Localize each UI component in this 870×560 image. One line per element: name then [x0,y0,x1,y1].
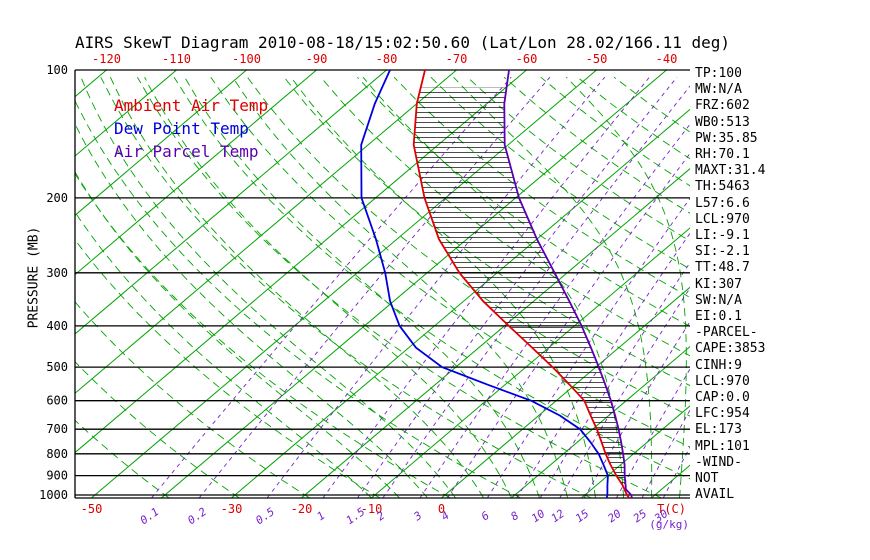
svg-text:800: 800 [46,447,68,461]
stat-line: MAXT:31.4 [695,163,766,179]
svg-text:400: 400 [46,319,68,333]
stat-line: RH:70.1 [695,147,750,163]
svg-text:-70: -70 [446,52,468,66]
svg-text:4: 4 [439,509,452,523]
svg-text:-50: -50 [81,502,103,516]
parcel-temp-curve [503,70,633,498]
pressure-axis-label: PRESSURE (MB) [26,226,42,329]
stat-line: TT:48.7 [695,260,750,276]
stat-line: -WIND- [695,454,742,470]
svg-text:0.1: 0.1 [138,505,162,527]
svg-text:25: 25 [631,507,649,525]
svg-text:300: 300 [46,266,68,280]
svg-text:-10: -10 [361,502,383,516]
svg-text:-120: -120 [92,52,121,66]
svg-text:500: 500 [46,360,68,374]
svg-text:-90: -90 [306,52,328,66]
svg-text:-40: -40 [656,52,678,66]
stat-line: LI:-9.1 [695,228,750,244]
stat-line: TH:5463 [695,179,750,195]
stat-line: PW:35.85 [695,130,758,146]
stat-line: FRZ:602 [695,98,750,114]
svg-text:900: 900 [46,469,68,483]
chart-legend: Ambient Air Temp Dew Point Temp Air Parc… [114,94,268,163]
dew-point-curve [360,70,609,498]
svg-text:15: 15 [573,507,591,525]
svg-text:12: 12 [549,507,568,525]
svg-text:T(C): T(C) [657,502,686,516]
stat-line: WB0:513 [695,114,750,130]
svg-text:-110: -110 [162,52,191,66]
svg-text:10: 10 [529,507,548,525]
svg-text:200: 200 [46,191,68,205]
stat-line: CAPE:3853 [695,341,766,357]
svg-text:-50: -50 [586,52,608,66]
stats-panel: TP:100 MW:N/A FRZ:602 WB0:513 PW:35.85 RH:70.… [695,66,765,503]
stat-line: TP:100 [695,66,742,81]
stat-line: CINH:9 [695,357,742,373]
svg-text:(g/kg): (g/kg) [649,518,689,531]
svg-text:0.2: 0.2 [185,505,209,527]
stat-line: -PARCEL- [695,325,758,341]
svg-text:-80: -80 [376,52,398,66]
stat-line: MPL:101 [695,438,750,454]
svg-text:1000: 1000 [39,488,68,502]
svg-text:3: 3 [411,509,425,524]
cape-hatch-area [413,87,626,487]
legend-dew-point: Dew Point Temp [114,119,249,138]
stat-line: LFC:954 [695,406,750,422]
stat-line: AVAIL [695,487,735,503]
svg-text:1: 1 [315,509,328,523]
svg-text:0.5: 0.5 [253,505,277,527]
stat-line: SW:N/A [695,292,742,308]
stat-line: SI:-2.1 [695,244,750,260]
stat-line: KI:307 [695,276,742,292]
stat-line: CAP:0.0 [695,390,750,406]
svg-text:-60: -60 [516,52,538,66]
svg-text:20: 20 [605,507,624,525]
svg-text:100: 100 [46,63,68,77]
stat-line: MW:N/A [695,82,742,98]
ambient-temp-curve [412,70,630,498]
stat-line: NOT [695,471,719,487]
svg-text:6: 6 [479,509,492,524]
svg-text:-30: -30 [221,502,243,516]
stat-line: L57:6.6 [695,195,750,211]
stat-line: LCL:970 [695,211,750,227]
stat-line: EI:0.1 [695,309,742,325]
legend-ambient-temp: Ambient Air Temp [114,96,269,115]
stat-line: LCL:970 [695,373,750,389]
sounding-curves [360,70,633,498]
svg-text:600: 600 [46,394,68,408]
pressure-grid-lines [74,69,690,499]
chart-title: AIRS SkewT Diagram 2010-08-18/15:02:50.6… [75,33,731,52]
legend-air-parcel: Air Parcel Temp [114,142,259,161]
stat-line: EL:173 [695,422,742,438]
svg-text:700: 700 [46,422,68,436]
svg-text:-100: -100 [232,52,261,66]
svg-text:8: 8 [508,509,521,524]
svg-text:0: 0 [438,502,445,516]
svg-text:-20: -20 [291,502,313,516]
svg-text:2: 2 [374,509,387,524]
